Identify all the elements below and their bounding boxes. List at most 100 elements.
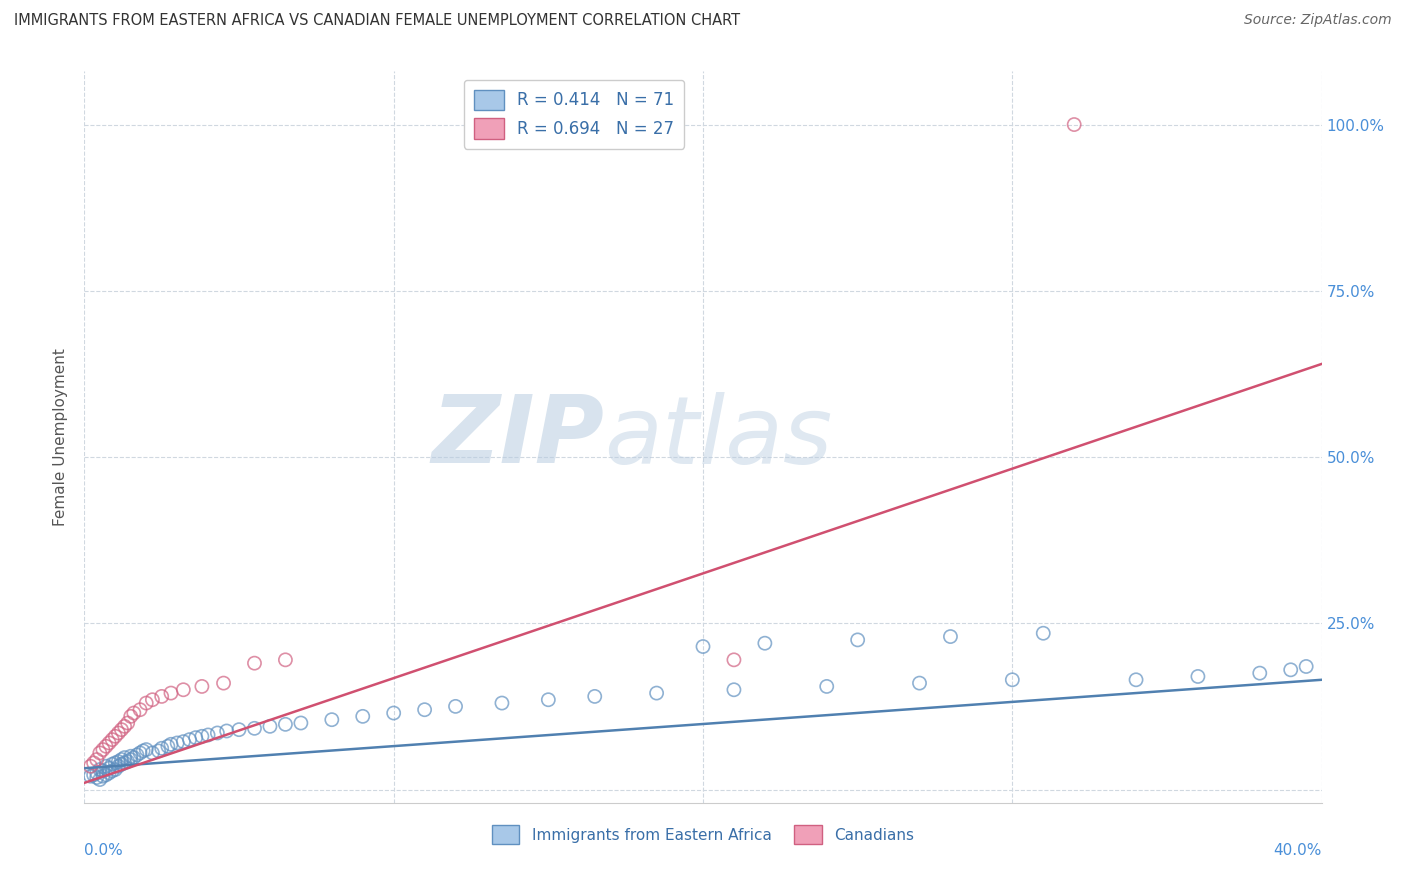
Point xyxy=(172,682,194,697)
Point xyxy=(259,719,281,733)
Point xyxy=(191,680,214,694)
Point xyxy=(815,680,838,694)
Point xyxy=(1032,626,1054,640)
Point xyxy=(692,640,714,654)
Point xyxy=(148,744,170,758)
Point xyxy=(89,772,111,787)
Point xyxy=(129,746,152,760)
Point xyxy=(94,759,117,773)
Point xyxy=(179,732,201,747)
Point xyxy=(413,703,436,717)
Point xyxy=(120,709,142,723)
Point xyxy=(537,692,560,706)
Point xyxy=(94,739,117,754)
Point xyxy=(79,769,101,783)
Point xyxy=(321,713,343,727)
Point xyxy=(104,729,127,743)
Point xyxy=(86,753,108,767)
Point xyxy=(939,630,962,644)
Point xyxy=(114,719,136,733)
Point xyxy=(754,636,776,650)
Point xyxy=(184,731,207,745)
Text: atlas: atlas xyxy=(605,392,832,483)
Point xyxy=(160,737,183,751)
Point xyxy=(723,653,745,667)
Point xyxy=(212,676,235,690)
Point xyxy=(101,757,124,772)
Point xyxy=(89,763,111,777)
Point xyxy=(104,763,127,777)
Point xyxy=(207,726,229,740)
Point xyxy=(101,764,124,778)
Point xyxy=(91,742,114,756)
Point xyxy=(160,686,183,700)
Point xyxy=(172,734,194,748)
Point xyxy=(83,768,105,782)
Point xyxy=(583,690,606,704)
Point xyxy=(79,759,101,773)
Text: 0.0%: 0.0% xyxy=(84,843,124,858)
Point xyxy=(117,755,139,769)
Point xyxy=(274,717,297,731)
Point xyxy=(197,728,219,742)
Point xyxy=(150,690,173,704)
Point xyxy=(91,769,114,783)
Point xyxy=(135,742,157,756)
Point xyxy=(191,729,214,743)
Point xyxy=(94,768,117,782)
Point xyxy=(645,686,668,700)
Point xyxy=(132,744,155,758)
Point xyxy=(274,653,297,667)
Point xyxy=(1125,673,1147,687)
Point xyxy=(141,692,163,706)
Point xyxy=(98,761,121,775)
Point xyxy=(444,699,467,714)
Y-axis label: Female Unemployment: Female Unemployment xyxy=(53,348,69,526)
Point xyxy=(129,703,152,717)
Point xyxy=(114,756,136,770)
Point xyxy=(908,676,931,690)
Point xyxy=(107,759,129,773)
Point xyxy=(1187,669,1209,683)
Point xyxy=(1295,659,1317,673)
Point xyxy=(135,696,157,710)
Point xyxy=(290,716,312,731)
Point xyxy=(1279,663,1302,677)
Point xyxy=(166,736,188,750)
Point xyxy=(86,765,108,780)
Point xyxy=(89,746,111,760)
Point xyxy=(120,749,142,764)
Point xyxy=(150,741,173,756)
Point xyxy=(110,757,132,772)
Point xyxy=(243,722,266,736)
Point xyxy=(117,716,139,731)
Point xyxy=(98,765,121,780)
Point xyxy=(215,723,238,738)
Point xyxy=(114,750,136,764)
Point xyxy=(122,750,145,764)
Text: IMMIGRANTS FROM EASTERN AFRICA VS CANADIAN FEMALE UNEMPLOYMENT CORRELATION CHART: IMMIGRANTS FROM EASTERN AFRICA VS CANADI… xyxy=(14,13,740,29)
Text: Source: ZipAtlas.com: Source: ZipAtlas.com xyxy=(1244,13,1392,28)
Text: ZIP: ZIP xyxy=(432,391,605,483)
Text: 40.0%: 40.0% xyxy=(1274,843,1322,858)
Point xyxy=(122,706,145,720)
Point xyxy=(104,756,127,770)
Point xyxy=(110,753,132,767)
Point xyxy=(98,736,121,750)
Point xyxy=(491,696,513,710)
Point xyxy=(243,656,266,670)
Point xyxy=(1001,673,1024,687)
Point xyxy=(1249,666,1271,681)
Point xyxy=(125,747,148,762)
Point xyxy=(83,756,105,770)
Point xyxy=(846,632,869,647)
Point xyxy=(120,753,142,767)
Point xyxy=(723,682,745,697)
Point xyxy=(91,764,114,778)
Point xyxy=(86,771,108,785)
Point xyxy=(141,746,163,760)
Legend: Immigrants from Eastern Africa, Canadians: Immigrants from Eastern Africa, Canadian… xyxy=(485,819,921,850)
Point xyxy=(110,723,132,737)
Point xyxy=(1063,118,1085,132)
Point xyxy=(352,709,374,723)
